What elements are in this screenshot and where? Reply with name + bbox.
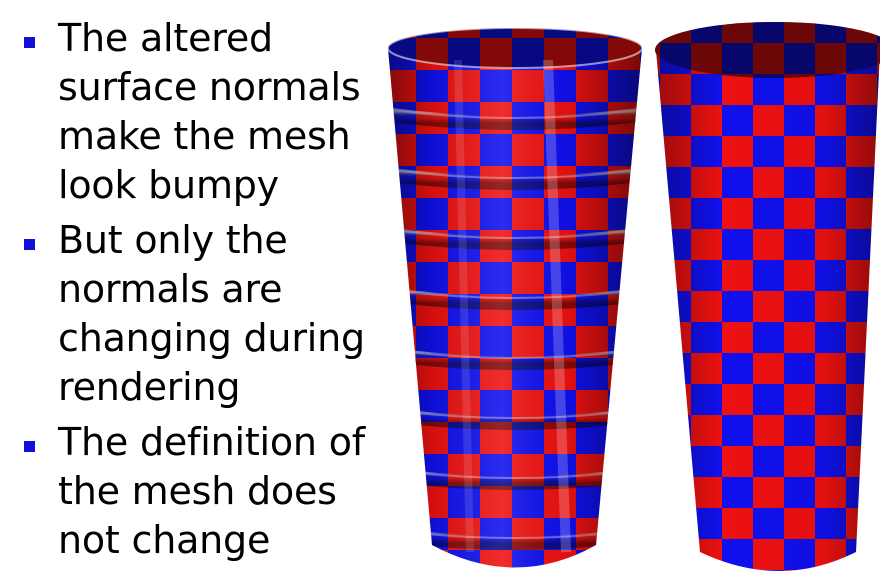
bullet-line: surface normals: [58, 65, 361, 109]
plain-cylinder: [655, 22, 880, 571]
bullet-square-icon: [24, 441, 35, 452]
bullet-line: the mesh does: [58, 469, 337, 513]
bullet-line: changing during: [58, 316, 365, 360]
bullet-list: The altered surface normals make the mes…: [18, 14, 378, 571]
bullet-item: But only the normals are changing during…: [18, 216, 378, 412]
bullet-line: normals are: [58, 267, 283, 311]
bullet-item: The altered surface normals make the mes…: [18, 14, 378, 210]
cylinder-top-rim: [388, 28, 642, 68]
bullet-line: look bumpy: [58, 163, 279, 207]
bullet-line: make the mesh: [58, 114, 351, 158]
bullet-square-icon: [24, 37, 35, 48]
bullet-line: The definition of: [58, 420, 365, 464]
bullet-line: But only the: [58, 218, 288, 262]
bullet-line: rendering: [58, 365, 241, 409]
cylinders-figure: [387, 22, 880, 571]
bumpy-cylinder: [387, 27, 643, 568]
bullet-line: The altered: [58, 16, 273, 60]
bullet-square-icon: [24, 239, 35, 250]
bullet-item: The definition of the mesh does not chan…: [18, 418, 378, 565]
bullet-line: not change: [58, 518, 271, 562]
